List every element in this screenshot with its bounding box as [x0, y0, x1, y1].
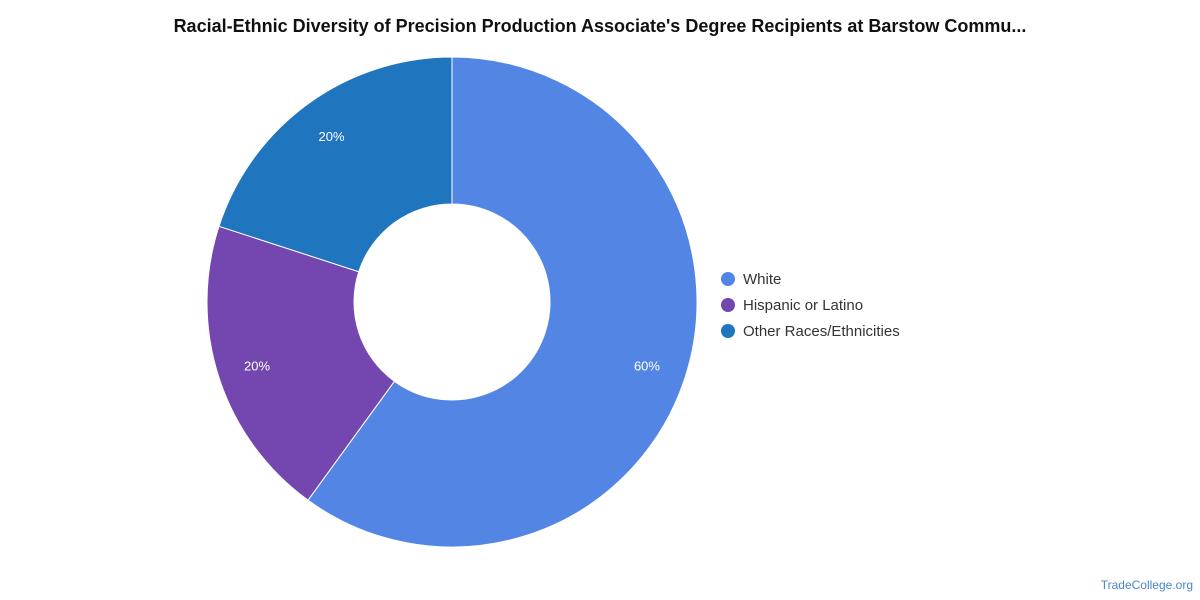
legend-item-hispanic-or-latino[interactable]: Hispanic or Latino [721, 292, 900, 318]
slice-white[interactable] [307, 56, 698, 548]
legend-label-white: White [743, 270, 782, 288]
legend: White Hispanic or Latino Other Races/Eth… [721, 266, 900, 344]
legend-swatch-white [721, 272, 735, 286]
slice-other-races-ethnicities[interactable] [218, 56, 453, 273]
legend-item-other-races-ethnicities[interactable]: Other Races/Ethnicities [721, 318, 900, 344]
slice-label-white: 60% [634, 358, 660, 373]
slice-hispanic-or-latino[interactable] [206, 225, 396, 501]
legend-label-other-races-ethnicities: Other Races/Ethnicities [743, 322, 900, 340]
legend-item-white[interactable]: White [721, 266, 900, 292]
legend-label-hispanic-or-latino: Hispanic or Latino [743, 296, 864, 314]
chart-title: Racial-Ethnic Diversity of Precision Pro… [173, 16, 1027, 36]
slice-label-hispanic-or-latino: 20% [244, 358, 270, 373]
watermark[interactable]: TradeCollege.org [1100, 578, 1193, 592]
slice-label-other-races-ethnicities: 20% [318, 129, 344, 144]
legend-swatch-hispanic-or-latino [721, 298, 735, 312]
legend-swatch-other-races-ethnicities [721, 324, 735, 338]
